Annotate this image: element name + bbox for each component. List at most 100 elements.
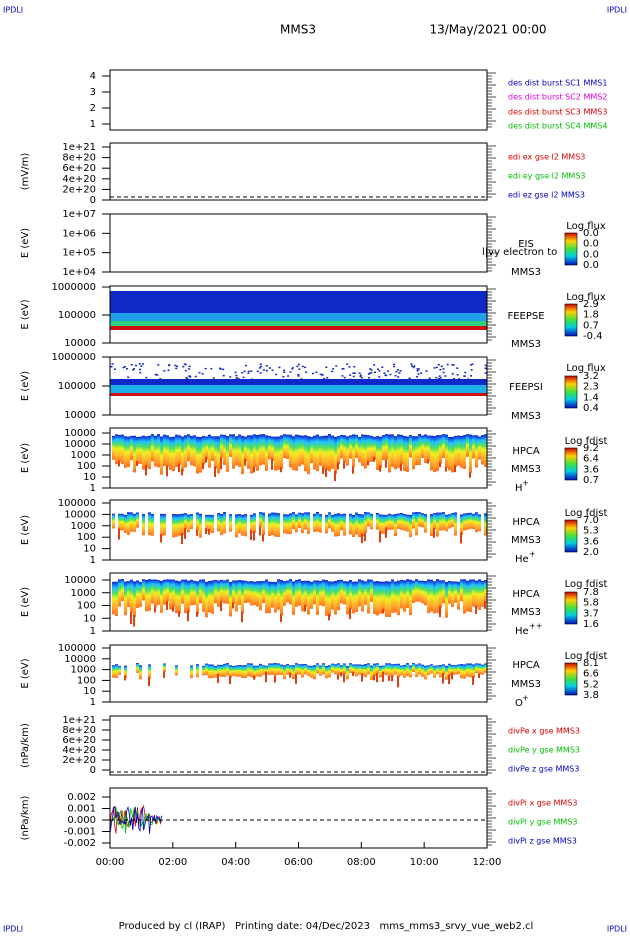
spectrogram [142,435,145,470]
spectrogram [157,434,160,468]
colorbar-tick-label: 1.8 [583,310,599,321]
spectrogram [188,375,191,377]
spectrogram [262,369,265,371]
spectrogram [416,368,419,370]
spectrogram [188,365,191,368]
spectrogram [451,513,454,528]
spectrogram [280,664,283,675]
spectrogram [127,376,130,378]
spectrogram [389,373,392,376]
spectrogram [166,465,168,477]
spectrogram [211,580,214,614]
spectrogram [406,663,409,676]
spectrogram [124,665,127,679]
spectrogram [442,580,445,604]
y-axis-label: E (eV) [20,228,31,258]
spacecraft-label: MMS3 [511,535,541,546]
spectrogram [472,579,475,607]
spectrogram [361,533,363,544]
spectrogram [262,512,265,535]
spectrogram [289,579,292,605]
y-tick-label: 10000 [64,439,96,450]
spacecraft-label: MMS3 [511,679,541,690]
spectrogram [277,579,280,610]
spectrogram [262,534,264,542]
spectrogram [328,581,331,617]
spectrogram [148,664,151,679]
y-tick-label: 1000 [71,665,96,676]
spectrogram [394,436,397,470]
spectrogram [130,363,133,366]
spectrogram [187,514,190,533]
y-tick-label: 1000 [71,521,96,532]
spectrogram [110,393,487,396]
spectrogram [286,580,289,603]
spectrogram [289,672,291,678]
spectrogram [397,376,400,378]
spectrogram [217,580,220,607]
spectrogram [457,435,460,466]
spectrogram [436,665,439,675]
spectrogram [460,532,462,544]
y-tick-label: 10000 [64,338,96,349]
spectrogram [297,375,300,377]
spectrogram [364,581,367,605]
colorbar-tick-label: 7.0 [583,515,599,526]
spectrogram [268,513,271,537]
spectrogram [148,677,150,687]
spectrogram [271,458,273,470]
spectrogram [409,579,412,616]
spectrogram [355,581,358,612]
spectrogram [184,528,186,539]
spectrogram [340,434,343,459]
spectrogram [265,435,268,471]
spectrogram [435,376,438,379]
colorbar-tick-label: 2.9 [583,299,599,310]
y-axis-label: E (eV) [20,299,31,329]
instrument-label: HPCA [512,517,540,528]
colorbar-tick-label: 3.7 [583,608,599,619]
spectrogram [229,675,231,685]
spectrogram [297,363,300,366]
spectrogram [323,377,326,380]
spectrogram [346,363,349,365]
spectrogram [250,530,252,540]
colorbar [564,447,578,481]
spectrogram [433,436,436,473]
spectrogram [394,663,397,675]
spectrogram [163,671,165,678]
spectrogram [417,368,420,370]
spectrogram [198,371,201,374]
spectrogram [379,514,382,534]
spectrogram [181,513,184,535]
y-tick-label: 6e+20 [62,163,96,174]
spectrogram [316,663,319,674]
spectrogram [301,664,304,678]
spectrogram [469,472,471,478]
spectrogram [337,663,340,675]
spectrogram [466,580,469,612]
y-tick-label: 1000 [71,588,96,599]
spectrogram [115,581,118,617]
spectrogram [307,580,310,615]
spectrogram [295,674,297,684]
instrument-label: HPCA [512,660,540,671]
spectrogram [186,377,189,380]
corner-label: IPDLI [607,6,627,15]
spectrogram [430,579,433,612]
instrument-label: HPCA [512,589,540,600]
y-tick-label: -0.001 [64,827,96,838]
spectrogram [118,665,121,675]
spectrogram [484,372,487,374]
instrument-label: FEEPSI [509,382,543,393]
spectrogram [382,608,384,614]
spectrogram [437,363,440,366]
spectrogram [289,513,292,535]
spectrogram [241,514,244,536]
spectrogram [126,368,129,370]
spectrogram [346,665,349,680]
spectrogram [174,364,177,367]
panel-frame [109,715,488,776]
species-label: O [515,698,523,709]
spectrogram [217,664,220,676]
